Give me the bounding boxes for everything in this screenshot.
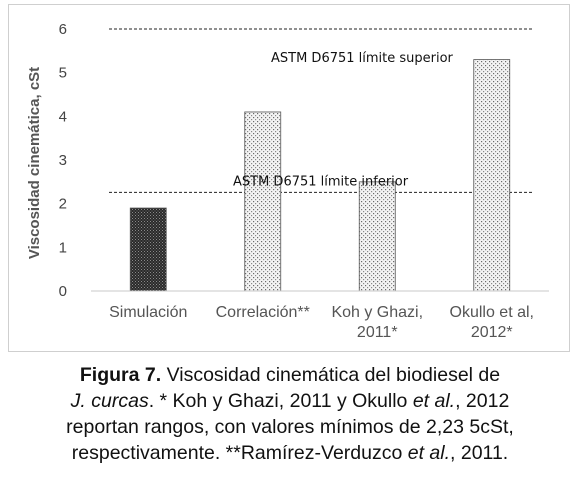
reference-line-label: ASTM D6751 límite superior	[271, 51, 454, 66]
bars	[129, 59, 511, 292]
caption-line-1: Figura 7. Viscosidad cinemática del biod…	[10, 362, 570, 388]
caption-line-3: reportan rangos, con valores mínimos de …	[66, 416, 514, 438]
caption-line-2: J. curcas. * Koh y Ghazi, 2011 y Okullo …	[10, 388, 570, 414]
bar	[129, 207, 167, 292]
figure-caption: Figura 7. Viscosidad cinemática del biod…	[10, 362, 570, 466]
reference-lines	[109, 28, 534, 193]
caption-line-4: respectivamente. **Ramírez-Verduzco et a…	[10, 440, 570, 466]
caption-line-4-text: respectivamente. **Ramírez-Verduzco	[71, 442, 408, 464]
y-tick-label: 4	[59, 108, 67, 125]
caption-figure-label: Figura 7.	[79, 364, 162, 386]
y-tick-label: 5	[59, 65, 67, 82]
category-label: Okullo et al, 2012*	[450, 304, 534, 341]
y-tick-label: 0	[59, 283, 67, 300]
bar	[473, 59, 511, 292]
category-label: Simulación	[109, 304, 187, 321]
caption-line-2-text: . * Koh y Ghazi, 2011 y Okullo	[148, 390, 413, 412]
y-tick-label: 3	[59, 152, 67, 169]
y-axis-ticks: 0 1 2 3 4 5 6	[59, 21, 67, 300]
category-label-line: Correlación**	[216, 304, 310, 321]
caption-species: J. curcas	[70, 390, 149, 412]
bar	[358, 181, 396, 292]
bar	[244, 111, 282, 292]
category-label-line: Koh y Ghazi,	[331, 304, 423, 321]
category-label-line: Simulación	[109, 304, 187, 321]
caption-line-4-end: , 2011.	[450, 442, 509, 464]
chart-frame: Viscosidad cinemática, cSt 0 1 2 3 4 5 6 ASTM …	[8, 4, 570, 352]
category-label: Correlación**	[216, 304, 310, 321]
category-label-line: 2012*	[471, 324, 513, 341]
category-label-line: Okullo et al,	[450, 304, 534, 321]
category-label: Koh y Ghazi, 2011*	[331, 304, 423, 341]
caption-line-2-end: , 2012	[455, 390, 510, 412]
reference-line-labels: ASTM D6751 límite superior ASTM D6751 lím…	[233, 51, 454, 189]
caption-et-al-1: et al.	[412, 390, 456, 412]
reference-line-label: ASTM D6751 límite inferior	[233, 174, 409, 189]
caption-line-1-text: Viscosidad cinemática del biodiesel de	[161, 364, 501, 386]
y-axis-label: Viscosidad cinemática, cSt	[26, 67, 43, 259]
y-tick-label: 1	[59, 239, 67, 256]
bar-chart: Viscosidad cinemática, cSt 0 1 2 3 4 5 6 ASTM …	[26, 21, 549, 341]
y-tick-label: 6	[59, 21, 67, 38]
y-tick-label: 2	[59, 196, 67, 213]
caption-et-al-2: et al.	[407, 442, 451, 464]
category-labels: Simulación Correlación** Koh y Ghazi, 2011*…	[109, 304, 534, 341]
category-label-line: 2011*	[357, 324, 398, 341]
